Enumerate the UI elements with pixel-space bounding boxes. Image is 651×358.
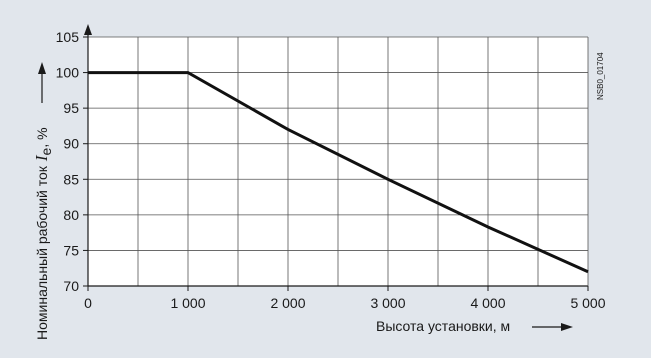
- grid-lines: [88, 36, 588, 286]
- series-layer: [88, 71, 589, 274]
- axes: [38, 24, 589, 331]
- x-axis-title-group: Высота установки, м: [376, 318, 510, 334]
- y-tick-label: 105: [56, 29, 80, 45]
- y-tick-label: 90: [63, 136, 79, 152]
- y-axis-title-arrow-head: [38, 62, 46, 74]
- x-axis-title: Высота установки, м: [376, 318, 510, 334]
- x-tick-label: 0: [84, 295, 92, 311]
- x-tick-label: 5 000: [570, 295, 605, 311]
- x-tick-label: 2 000: [270, 295, 305, 311]
- y-axis-title: Номинальный рабочий ток Ie, %: [32, 127, 54, 340]
- y-axis-arrow: [84, 24, 92, 35]
- reference-code-label: NSB0_01704: [596, 52, 605, 100]
- tick-labels: 0 1 000 2 000 3 000 4 000 5 000 70 75 80 85 90 95 10…: [56, 29, 606, 311]
- x-tick-label: 1 000: [170, 295, 205, 311]
- x-tick-label: 4 000: [470, 295, 505, 311]
- y-axis-title-group: Номинальный рабочий ток Ie, %: [32, 127, 54, 340]
- y-tick-label: 85: [63, 171, 79, 187]
- y-tick-label: 80: [63, 207, 79, 223]
- y-axis-title-suffix: , %: [34, 127, 50, 147]
- series-line: [88, 71, 589, 274]
- y-tick-label: 100: [56, 65, 80, 81]
- y-tick-label: 70: [63, 278, 79, 294]
- x-axis-title-arrow-head: [561, 323, 573, 331]
- y-tick-label: 95: [63, 100, 79, 116]
- y-axis-title-prefix: Номинальный рабочий ток: [34, 165, 50, 340]
- x-tick-label: 3 000: [370, 295, 405, 311]
- y-tick-label: 75: [63, 242, 79, 258]
- y-axis-title-symbol: I: [32, 154, 51, 162]
- y-axis-title-subscript: e: [38, 147, 54, 155]
